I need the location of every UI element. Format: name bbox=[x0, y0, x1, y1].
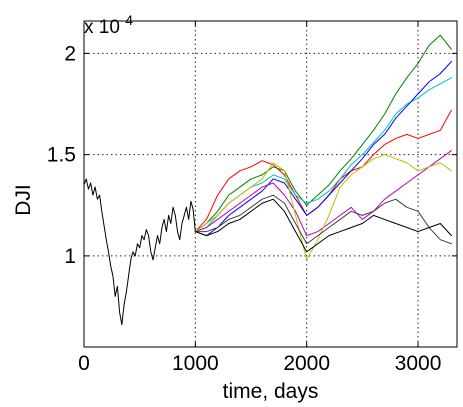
y-tick-label: 1 bbox=[64, 245, 76, 268]
series-line-5 bbox=[194, 150, 452, 237]
series-line-8 bbox=[194, 198, 452, 253]
labels-layer: 0 1000 2000 3000 1 1.5 2 x 10 4 time, days DJI bbox=[12, 12, 441, 403]
y-tick-label: 2 bbox=[64, 42, 76, 65]
series-line-0 bbox=[83, 178, 196, 326]
series-layer bbox=[83, 34, 452, 326]
ticks-layer bbox=[83, 21, 457, 347]
series-line-2 bbox=[194, 34, 452, 233]
series-line-1 bbox=[194, 109, 452, 233]
grid-layer bbox=[84, 21, 457, 347]
series-line-7 bbox=[194, 194, 452, 245]
x-tick-label: 2000 bbox=[283, 352, 330, 375]
x-tick-label: 3000 bbox=[395, 352, 442, 375]
series-line-4 bbox=[194, 61, 452, 237]
x-axis-label: time, days bbox=[223, 380, 319, 403]
y-exponent-power: 4 bbox=[125, 12, 133, 28]
y-exponent-label: x 10 4 bbox=[84, 12, 133, 38]
y-axis-label: DJI bbox=[12, 184, 35, 216]
axes-layer bbox=[83, 20, 458, 348]
x-tick-label: 1000 bbox=[172, 352, 219, 375]
series-line-6 bbox=[194, 154, 452, 261]
plot-frame bbox=[83, 20, 458, 348]
y-tick-label: 1.5 bbox=[47, 144, 76, 167]
x-tick-label: 0 bbox=[78, 352, 90, 375]
